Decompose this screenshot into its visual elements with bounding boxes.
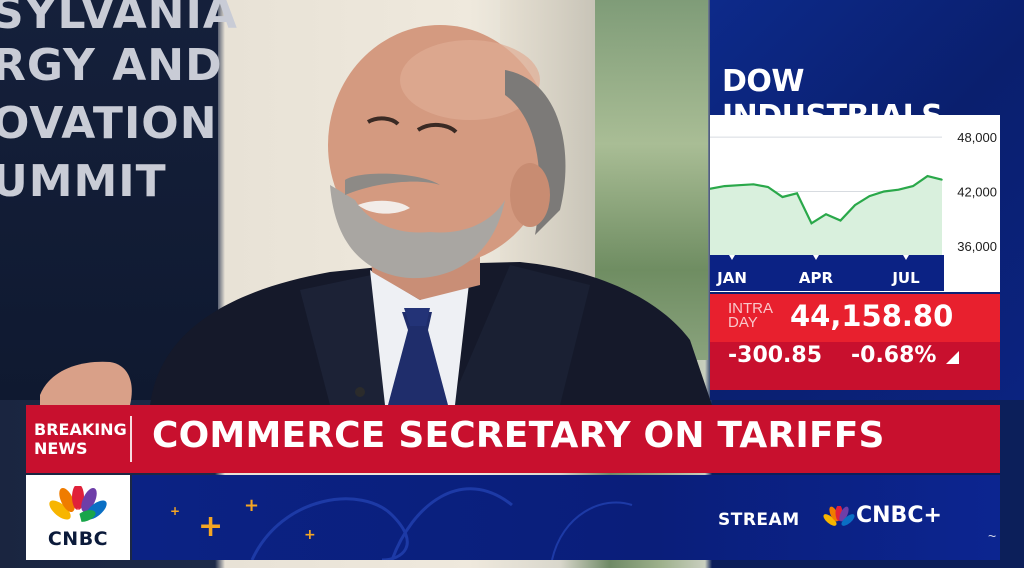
x-tick-label: JUL [891, 269, 920, 287]
change-box [710, 342, 1000, 390]
peacock-icon [49, 486, 107, 524]
banner-line: SYLVANIA [0, 0, 238, 39]
x-tick-marker [813, 255, 819, 260]
news-label: NEWS [34, 439, 88, 458]
change-points: -300.85 [728, 343, 823, 368]
headline-text: COMMERCE SECRETARY ON TARIFFS [152, 415, 885, 456]
x-tick-label: APR [799, 269, 834, 287]
data-point [738, 184, 740, 186]
data-point [868, 195, 871, 197]
stream-brand: CNBC+ [856, 503, 942, 528]
x-tick-marker [903, 255, 909, 260]
intraday-label: INTRA DAY [728, 300, 773, 331]
intraday-value-box [710, 294, 1000, 342]
y-tick-label: 48,000 [957, 130, 997, 145]
x-axis-band [710, 255, 944, 291]
data-point [781, 196, 784, 198]
data-point [710, 188, 711, 190]
plus-icon: + [198, 509, 224, 544]
index-chart: 48,000 42,000 36,000 JAN APR JUL [710, 115, 1000, 292]
data-point [767, 186, 769, 188]
chart-svg: 48,000 42,000 36,000 JAN APR JUL [710, 130, 1000, 291]
plus-icon: + [304, 527, 316, 543]
x-tick-marker [729, 255, 735, 260]
data-point [883, 190, 885, 193]
data-point [825, 213, 827, 215]
data-point [897, 188, 900, 191]
x-axis-spacer [944, 255, 1000, 291]
y-tick-label: 42,000 [957, 185, 997, 200]
breaking-label: BREAKING [34, 420, 127, 439]
down-triangle-icon [946, 351, 959, 364]
peacock-icon [823, 506, 855, 526]
decorative-swirls [250, 487, 633, 560]
y-tick-label: 36,000 [957, 239, 997, 254]
logo-text: CNBC [47, 528, 109, 550]
banner-line: RGY AND [0, 40, 223, 91]
index-value: 44,158.80 [790, 299, 954, 333]
data-point [796, 192, 798, 195]
stream-label: STREAM [718, 510, 800, 530]
banner-line: UMMIT [0, 156, 167, 207]
data-point [912, 185, 914, 187]
tilde-icon: ~ [988, 528, 997, 544]
data-point [752, 183, 755, 186]
plus-icon: + [170, 504, 181, 518]
x-tick-label: JAN [716, 269, 747, 287]
data-point [723, 185, 726, 187]
headline-bar [26, 405, 1000, 473]
breaking-news-label: BREAKING NEWS [34, 420, 127, 458]
data-point [839, 219, 842, 222]
data-point [810, 222, 813, 225]
data-point [926, 175, 929, 177]
info-bar [132, 475, 1000, 560]
divider [130, 416, 132, 462]
data-point [941, 178, 943, 181]
event-banner: SYLVANIA RGY AND OVATION UMMIT [0, 0, 237, 400]
plus-icon: + [244, 495, 260, 516]
data-point [854, 204, 856, 206]
change-percent: -0.68% [851, 343, 937, 368]
area-fill [710, 176, 942, 255]
banner-line: OVATION [0, 98, 218, 149]
